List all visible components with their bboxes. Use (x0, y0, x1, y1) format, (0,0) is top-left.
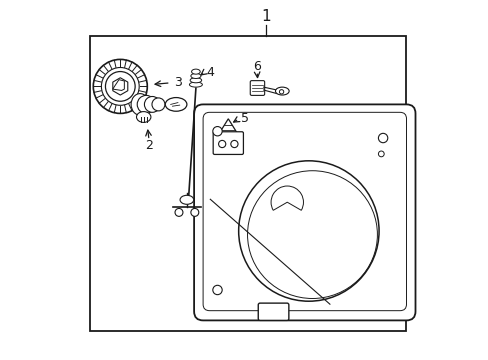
Text: 4: 4 (206, 66, 214, 78)
Ellipse shape (190, 73, 201, 78)
Circle shape (212, 285, 222, 294)
FancyBboxPatch shape (213, 132, 243, 154)
Ellipse shape (275, 87, 288, 95)
Circle shape (175, 208, 183, 216)
Ellipse shape (180, 195, 193, 204)
Text: 1: 1 (261, 9, 270, 24)
Text: 2: 2 (145, 139, 153, 152)
Ellipse shape (152, 98, 164, 111)
Circle shape (190, 208, 199, 216)
Ellipse shape (144, 96, 160, 112)
Ellipse shape (131, 94, 149, 115)
Circle shape (93, 59, 147, 113)
Circle shape (218, 140, 225, 148)
Ellipse shape (137, 95, 155, 113)
Text: 6: 6 (253, 60, 261, 73)
Circle shape (378, 151, 384, 157)
Circle shape (230, 140, 238, 148)
Wedge shape (270, 186, 303, 210)
Circle shape (279, 90, 283, 94)
Circle shape (378, 133, 387, 143)
Ellipse shape (165, 98, 186, 111)
FancyBboxPatch shape (258, 303, 288, 320)
Text: 3: 3 (174, 76, 182, 89)
Circle shape (101, 68, 139, 105)
Bar (89, 36, 406, 331)
Ellipse shape (136, 112, 151, 122)
FancyBboxPatch shape (250, 81, 264, 95)
Circle shape (238, 161, 378, 301)
FancyBboxPatch shape (194, 104, 415, 320)
Polygon shape (218, 119, 238, 135)
Text: 5: 5 (241, 112, 248, 125)
Ellipse shape (190, 78, 201, 83)
Ellipse shape (191, 69, 200, 74)
Ellipse shape (189, 82, 202, 87)
Circle shape (212, 127, 222, 136)
